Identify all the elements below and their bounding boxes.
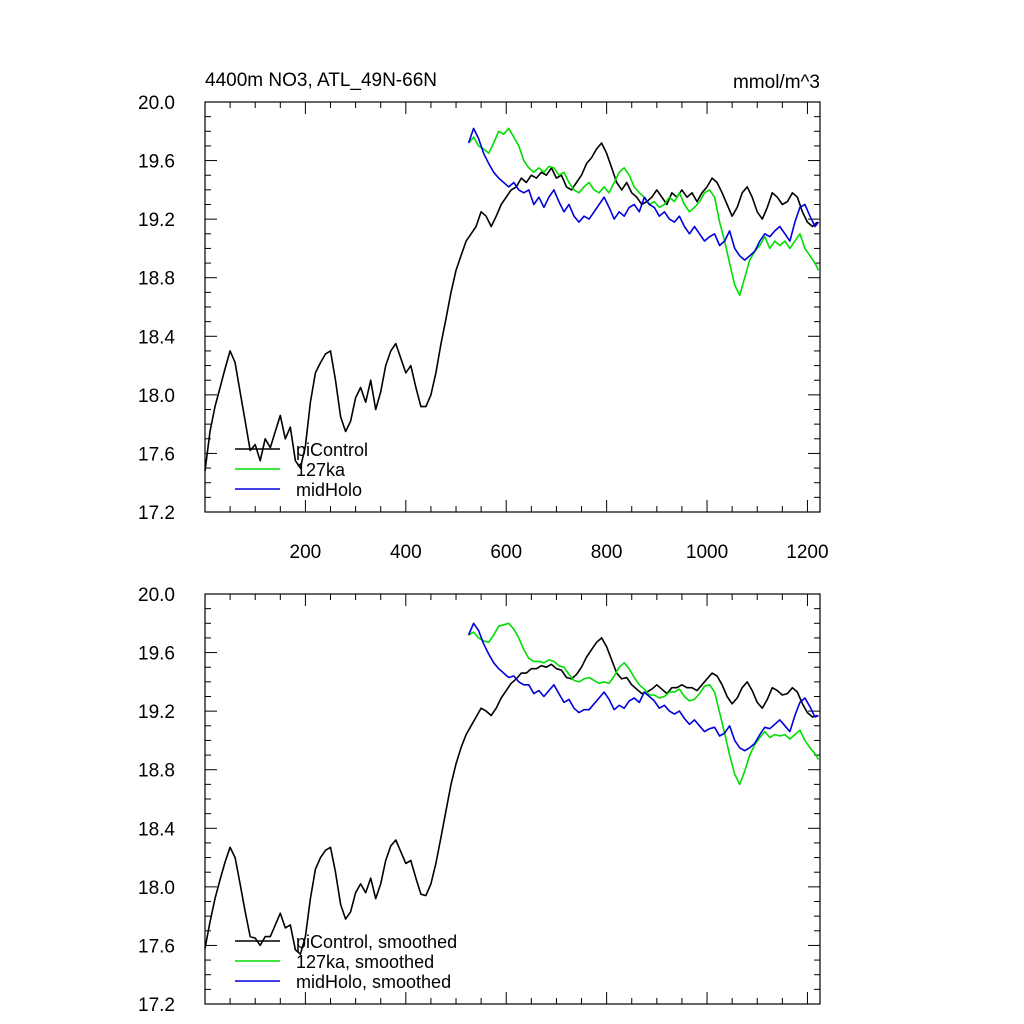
x-tick-label: 1000 [686,542,728,563]
top-y-ticks [205,101,820,513]
x-tick-label: 1200 [786,542,828,563]
series-line-0 [204,637,818,956]
chart-title: 4400m NO3, ATL_49N-66N [205,70,437,91]
legend-label-0: piControl, smoothed [296,932,457,952]
y-tick-label: 18.8 [138,269,175,290]
x-tick-label: 400 [390,542,422,563]
y-tick-label: 18.4 [138,327,175,348]
y-tick-label: 19.2 [138,702,175,723]
y-tick-label: 20.0 [138,93,175,114]
y-tick-label: 19.6 [138,152,175,173]
legend-label-1: 127ka [296,460,346,480]
y-tick-label: 17.2 [138,995,175,1016]
legend-label-0: piControl [296,440,368,460]
bottom-panel: 17.2 17.6 18.0 18.4 18.8 19.2 19.6 20.0 piContro… [138,585,821,1016]
bottom-x-ticks [229,594,808,1004]
legend-label-2: midHolo [296,480,362,500]
legend-label-2: midHolo, smoothed [296,972,451,992]
legend-label-1: 127ka, smoothed [296,952,434,972]
series-line-0 [204,142,819,472]
y-tick-label: 19.2 [138,210,175,231]
series-line-2 [467,622,819,752]
top-panel: 17.2 17.6 18.0 18.4 18.8 19.2 19.6 20.0 200 400 60… [138,70,829,563]
y-tick-label: 17.6 [138,444,175,465]
x-tick-label: 200 [290,542,322,563]
y-tick-label: 18.4 [138,819,175,840]
y-tick-label: 19.6 [138,644,175,665]
y-tick-label: 17.6 [138,936,175,957]
units-label: mmol/m^3 [733,72,820,93]
series-line-2 [467,127,820,261]
top-x-ticks [229,102,808,512]
series-line-1 [468,622,820,786]
y-tick-label: 18.0 [138,386,175,407]
y-tick-label: 20.0 [138,585,175,606]
x-tick-label: 600 [490,542,522,563]
y-tick-label: 18.0 [138,878,175,899]
y-tick-label: 17.2 [138,503,175,524]
x-tick-label: 800 [591,542,623,563]
y-tick-label: 18.8 [138,761,175,782]
